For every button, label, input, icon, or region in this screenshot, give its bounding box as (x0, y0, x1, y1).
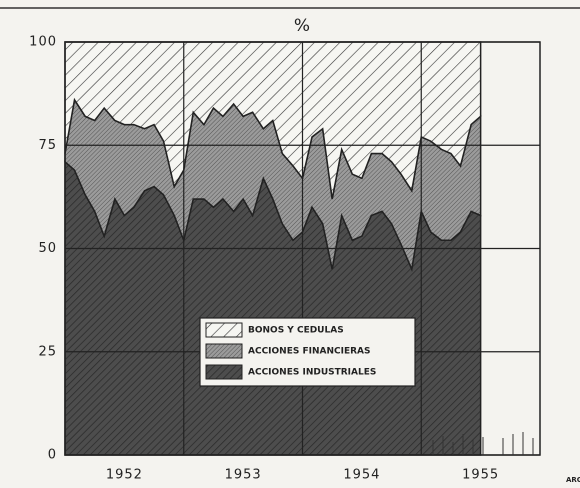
legend-label: ACCIONES FINANCIERAS (248, 347, 370, 357)
y-tick-label: 100 (29, 35, 57, 50)
decoration (432, 432, 534, 455)
y-tick-label: 75 (38, 138, 57, 153)
x-tick-label: 1955 (462, 468, 499, 483)
y-tick-label: 25 (38, 344, 57, 359)
legend-label: BONOS Y CEDULAS (248, 326, 344, 336)
legend-label: ACCIONES INDUSTRIALES (248, 368, 376, 378)
x-tick-label: 1954 (343, 468, 380, 483)
x-tick-label: 1952 (106, 468, 143, 483)
legend-swatch (205, 364, 243, 380)
legend: BONOS Y CEDULAS ACCIONES FINANCIERAS ACCIO… (199, 317, 416, 387)
chart-title: % (294, 16, 310, 36)
plot-frame (64, 41, 541, 456)
x-tick-label: 1953 (225, 468, 262, 483)
note: ARG (566, 476, 580, 484)
legend-swatch (205, 322, 243, 338)
legend-swatch (205, 343, 243, 359)
y-tick-label: 0 (48, 448, 57, 463)
y-tick-label: 50 (38, 241, 57, 256)
